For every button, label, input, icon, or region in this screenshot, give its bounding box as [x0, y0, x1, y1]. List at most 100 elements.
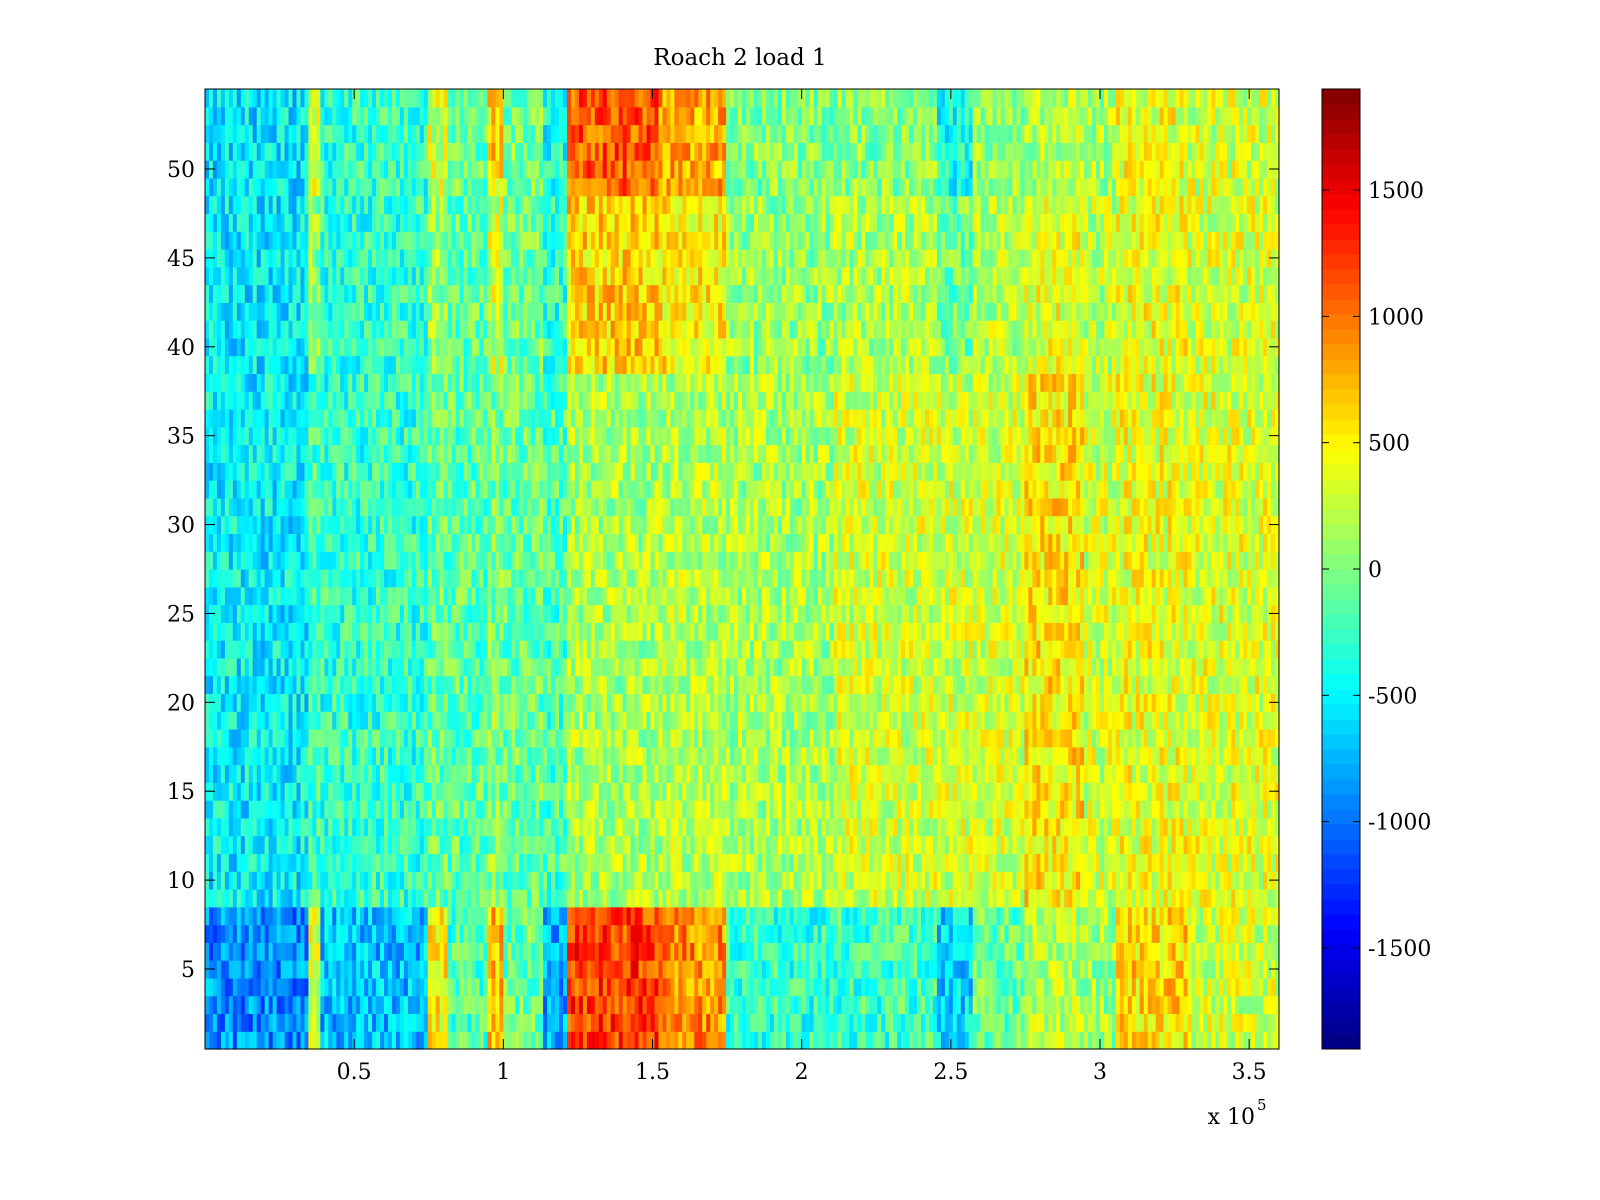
heatmap-cell [336, 1031, 341, 1050]
heatmap-cell [205, 106, 210, 126]
heatmap-cell [523, 942, 528, 961]
heatmap-cell [423, 249, 429, 268]
heatmap-cell [511, 337, 516, 357]
heatmap-cell [535, 586, 540, 606]
heatmap-cell [312, 906, 317, 926]
heatmap-cell [308, 889, 313, 908]
heatmap-cell [280, 444, 286, 463]
heatmap-cell [435, 924, 441, 943]
heatmap-cell [467, 551, 473, 570]
heatmap-cell [308, 977, 313, 997]
heatmap-cell [360, 160, 365, 179]
heatmap-cell [511, 782, 516, 801]
heatmap-cell [236, 409, 242, 428]
heatmap-cell [308, 675, 313, 695]
heatmap-cell [467, 675, 473, 695]
heatmap-cell [212, 284, 218, 303]
heatmap-cell [336, 746, 341, 766]
heatmap-cell [395, 711, 401, 730]
heatmap-cell [547, 835, 552, 855]
heatmap-cell [308, 515, 313, 535]
heatmap-cell [320, 924, 325, 943]
heatmap-cell [507, 871, 512, 890]
heatmap-cell [427, 266, 433, 286]
heatmap-cell [272, 604, 278, 623]
heatmap-cell [376, 995, 381, 1015]
heatmap-cell [531, 995, 536, 1015]
heatmap-cell [352, 871, 357, 890]
heatmap-cell [372, 266, 377, 286]
heatmap-cell [328, 889, 333, 908]
heatmap-cell [300, 960, 306, 979]
heatmap-cell [387, 604, 393, 623]
heatmap-cell [391, 782, 397, 801]
heatmap-cell [300, 1013, 306, 1032]
heatmap-cell [407, 817, 413, 837]
heatmap-cell [495, 586, 500, 606]
heatmap-cell [212, 1013, 218, 1032]
heatmap-cell [431, 729, 437, 748]
heatmap-cell [515, 569, 520, 588]
heatmap-cell [300, 302, 306, 321]
heatmap-cell [415, 622, 421, 641]
heatmap-cell [407, 1013, 413, 1032]
heatmap-cell [427, 89, 433, 108]
heatmap-cell [399, 569, 405, 588]
heatmap-cell [515, 426, 520, 446]
heatmap-cell [316, 124, 321, 143]
heatmap-cell [292, 1031, 298, 1050]
heatmap-cell [387, 622, 393, 641]
heatmap-cell [543, 142, 548, 161]
heatmap-cell [527, 337, 532, 357]
heatmap-cell [507, 782, 512, 801]
heatmap-cell [344, 160, 349, 179]
heatmap-cell [399, 373, 405, 392]
heatmap-cell [352, 960, 357, 979]
heatmap-cell [232, 711, 238, 730]
heatmap-cell [284, 729, 290, 748]
heatmap-cell [439, 817, 445, 837]
heatmap-cell [483, 853, 489, 872]
heatmap-cell [407, 355, 413, 375]
heatmap-cell [395, 266, 401, 286]
heatmap-cell [344, 213, 349, 232]
heatmap-cell [228, 320, 234, 339]
heatmap-cell [566, 1031, 572, 1050]
heatmap-cell [511, 746, 516, 766]
heatmap-cell [479, 604, 485, 623]
heatmap-cell [483, 586, 489, 606]
heatmap-cell [463, 906, 469, 926]
heatmap-cell [447, 551, 453, 570]
heatmap-cell [376, 817, 381, 837]
heatmap-cell [268, 942, 274, 961]
heatmap-cell [268, 177, 274, 197]
heatmap-cell [455, 124, 461, 143]
heatmap-cell [220, 995, 226, 1015]
heatmap-cell [491, 1013, 496, 1032]
heatmap-cell [288, 409, 294, 428]
heatmap-cell [503, 977, 508, 997]
heatmap-cell [483, 551, 489, 570]
heatmap-cell [352, 746, 357, 766]
heatmap-cell [320, 106, 325, 126]
heatmap-cell [443, 942, 449, 961]
heatmap-cell [391, 871, 397, 890]
heatmap-cell [348, 231, 353, 250]
heatmap-cell [376, 444, 381, 463]
heatmap-cell [539, 817, 544, 837]
heatmap-cell [423, 551, 429, 570]
heatmap-cell [519, 764, 524, 783]
heatmap-cell [280, 515, 286, 535]
heatmap-cell [384, 711, 389, 730]
heatmap-cell [368, 977, 373, 997]
heatmap-cell [411, 497, 417, 517]
heatmap-cell [455, 1013, 461, 1032]
heatmap-cell [252, 924, 258, 943]
heatmap-cell [495, 675, 500, 695]
heatmap-cell [312, 569, 317, 588]
heatmap-cell [415, 284, 421, 303]
heatmap-cell [264, 800, 270, 819]
heatmap-cell [284, 284, 290, 303]
heatmap-cell [479, 266, 485, 286]
heatmap-cell [288, 480, 294, 499]
